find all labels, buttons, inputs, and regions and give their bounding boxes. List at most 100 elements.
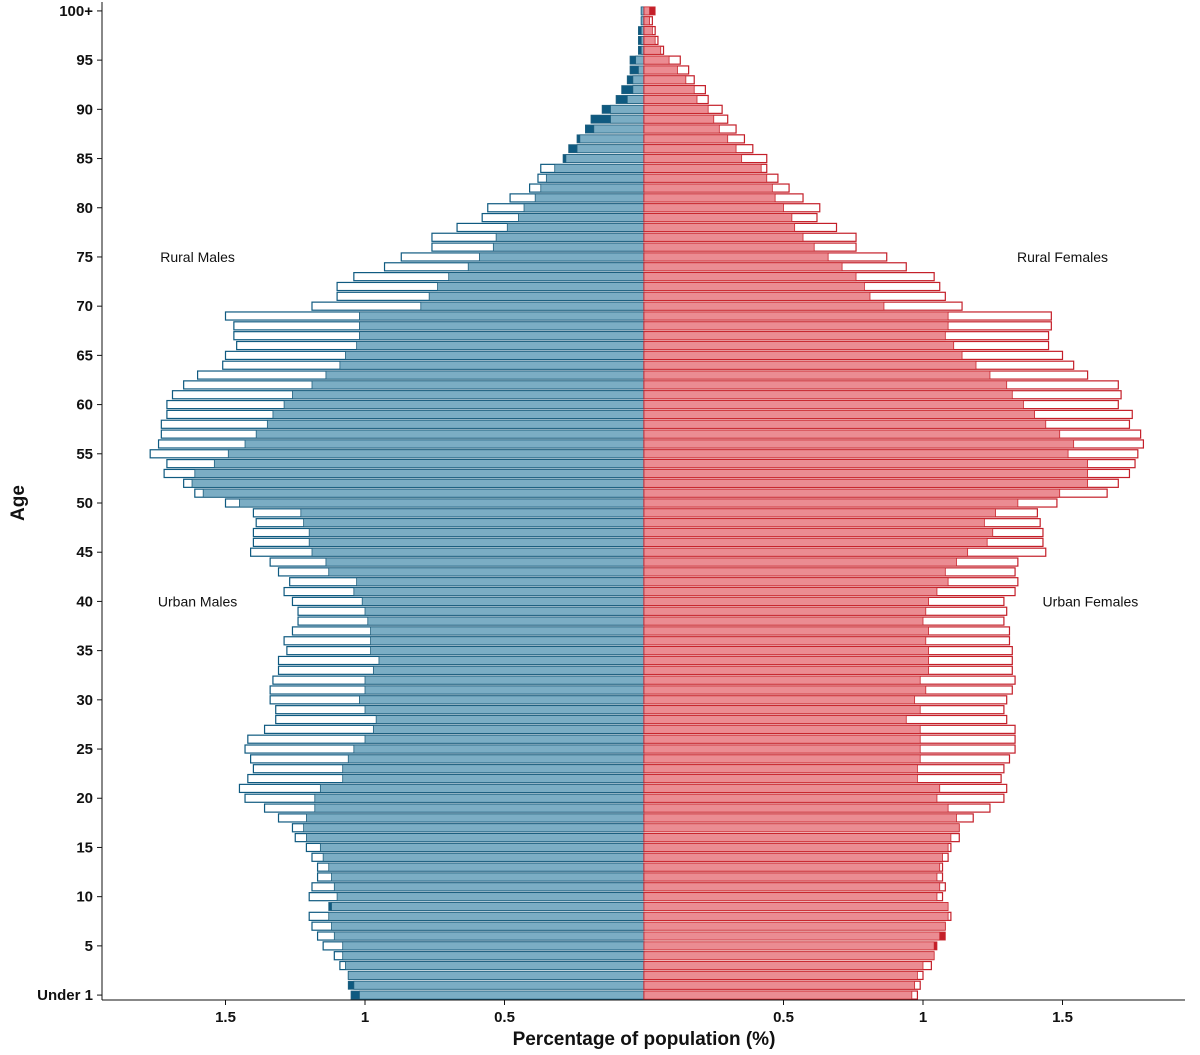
urban-female-bar [643, 596, 929, 606]
urban-male-bar [478, 252, 645, 262]
y-tick-label: 15 [76, 839, 93, 856]
urban-male-bar [353, 587, 645, 597]
urban-male-bar [333, 931, 645, 941]
urban-male-bar [420, 301, 645, 311]
urban-female-bar [643, 311, 949, 321]
urban-male-bar [292, 390, 645, 400]
urban-female-bar [643, 282, 865, 291]
urban-female-bar [643, 183, 773, 193]
urban-male-bar [328, 862, 645, 872]
urban-female-bar [643, 793, 938, 803]
urban-female-bar [643, 55, 670, 65]
bars-layer [149, 6, 1145, 1000]
urban-female-bar [643, 557, 957, 567]
rural-male-bar [593, 124, 645, 134]
rural-male-bar [359, 990, 645, 1000]
urban-female-bar [643, 734, 921, 744]
urban-male-bar [328, 911, 645, 921]
rural-male-bar [347, 970, 645, 980]
urban-female-bar [643, 252, 829, 262]
urban-male-bar [353, 744, 645, 754]
urban-female-bar [643, 429, 1061, 439]
rural-male-bar [610, 104, 645, 114]
y-tick-label: 30 [76, 692, 93, 709]
urban-male-bar [437, 282, 645, 291]
urban-female-bar [643, 439, 1075, 449]
y-tick-label: 95 [76, 52, 93, 69]
urban-female-bar [643, 370, 991, 380]
annotations-layer: Rural Males Rural Females Urban Males Urban… [158, 249, 1138, 609]
urban-male-bar [314, 803, 645, 813]
urban-male-bar [518, 213, 645, 223]
urban-female-bar [643, 478, 1089, 488]
urban-female-bar [643, 114, 715, 124]
urban-male-bar [467, 262, 645, 272]
urban-male-bar [328, 567, 645, 577]
urban-female-bar [643, 675, 921, 685]
urban-female-bar [643, 36, 656, 45]
urban-male-bar [303, 518, 645, 528]
x-axis-ticks: 1.5 1 0.5 0.5 1 1.5 [215, 1000, 1073, 1026]
urban-female-bar [643, 715, 907, 724]
urban-male-bar [342, 941, 645, 951]
urban-male-bar [325, 557, 645, 567]
urban-male-bar [213, 459, 645, 469]
urban-male-bar [359, 695, 645, 705]
urban-female-bar [643, 459, 1089, 469]
urban-female-bar [643, 656, 929, 665]
urban-female-bar [643, 961, 924, 970]
urban-male-bar [342, 951, 645, 961]
urban-female-bar [643, 813, 957, 823]
urban-female-bar [643, 291, 871, 301]
urban-female-bar [643, 104, 709, 114]
urban-male-bar [283, 400, 645, 410]
urban-female-bar [643, 577, 949, 587]
series-annotation: Urban Males [158, 593, 237, 609]
y-tick-label: 100+ [59, 3, 93, 20]
urban-male-bar [361, 596, 645, 606]
urban-male-bar [202, 488, 645, 498]
y-tick-label: 20 [76, 790, 93, 807]
urban-female-bar [643, 449, 1069, 459]
urban-male-bar [359, 331, 645, 341]
urban-female-bar [643, 508, 996, 518]
urban-female-bar [643, 173, 768, 183]
urban-male-bar [372, 665, 645, 675]
urban-male-bar [336, 892, 645, 902]
urban-female-bar [643, 724, 921, 734]
urban-male-bar [342, 764, 645, 774]
urban-male-bar [319, 783, 645, 793]
urban-female-bar [643, 222, 796, 232]
urban-female-bar [643, 341, 955, 350]
urban-male-bar [306, 813, 645, 823]
urban-male-bar [545, 173, 645, 183]
urban-female-bar [643, 862, 941, 872]
urban-male-bar [506, 222, 645, 232]
x-tick-label: 1.5 [215, 1009, 236, 1026]
rural-male-bar [565, 154, 645, 163]
urban-male-bar [322, 852, 645, 862]
urban-female-bar [643, 744, 921, 754]
y-tick-label: 60 [76, 397, 93, 414]
urban-male-bar [448, 272, 645, 282]
rural-male-bar [353, 980, 645, 990]
urban-male-bar [333, 882, 645, 892]
x-tick-label: 0.5 [773, 1009, 794, 1026]
urban-female-bar [643, 134, 729, 144]
y-tick-label: 90 [76, 101, 93, 118]
urban-female-bar [643, 882, 941, 892]
x-tick-label: 1 [361, 1009, 369, 1026]
urban-female-bar [643, 606, 927, 616]
urban-female-bar [643, 272, 857, 282]
y-tick-label: 75 [76, 249, 93, 266]
urban-female-bar [643, 193, 776, 203]
y-tick-label: 35 [76, 643, 93, 660]
urban-female-bar [643, 95, 698, 104]
rural-female-bar [643, 823, 960, 833]
urban-male-bar [325, 370, 645, 380]
rural-male-bar [576, 144, 645, 154]
urban-male-bar [244, 439, 645, 449]
urban-female-bar [643, 685, 927, 695]
y-axis-title: Age [8, 485, 29, 521]
urban-female-bar [643, 872, 938, 882]
